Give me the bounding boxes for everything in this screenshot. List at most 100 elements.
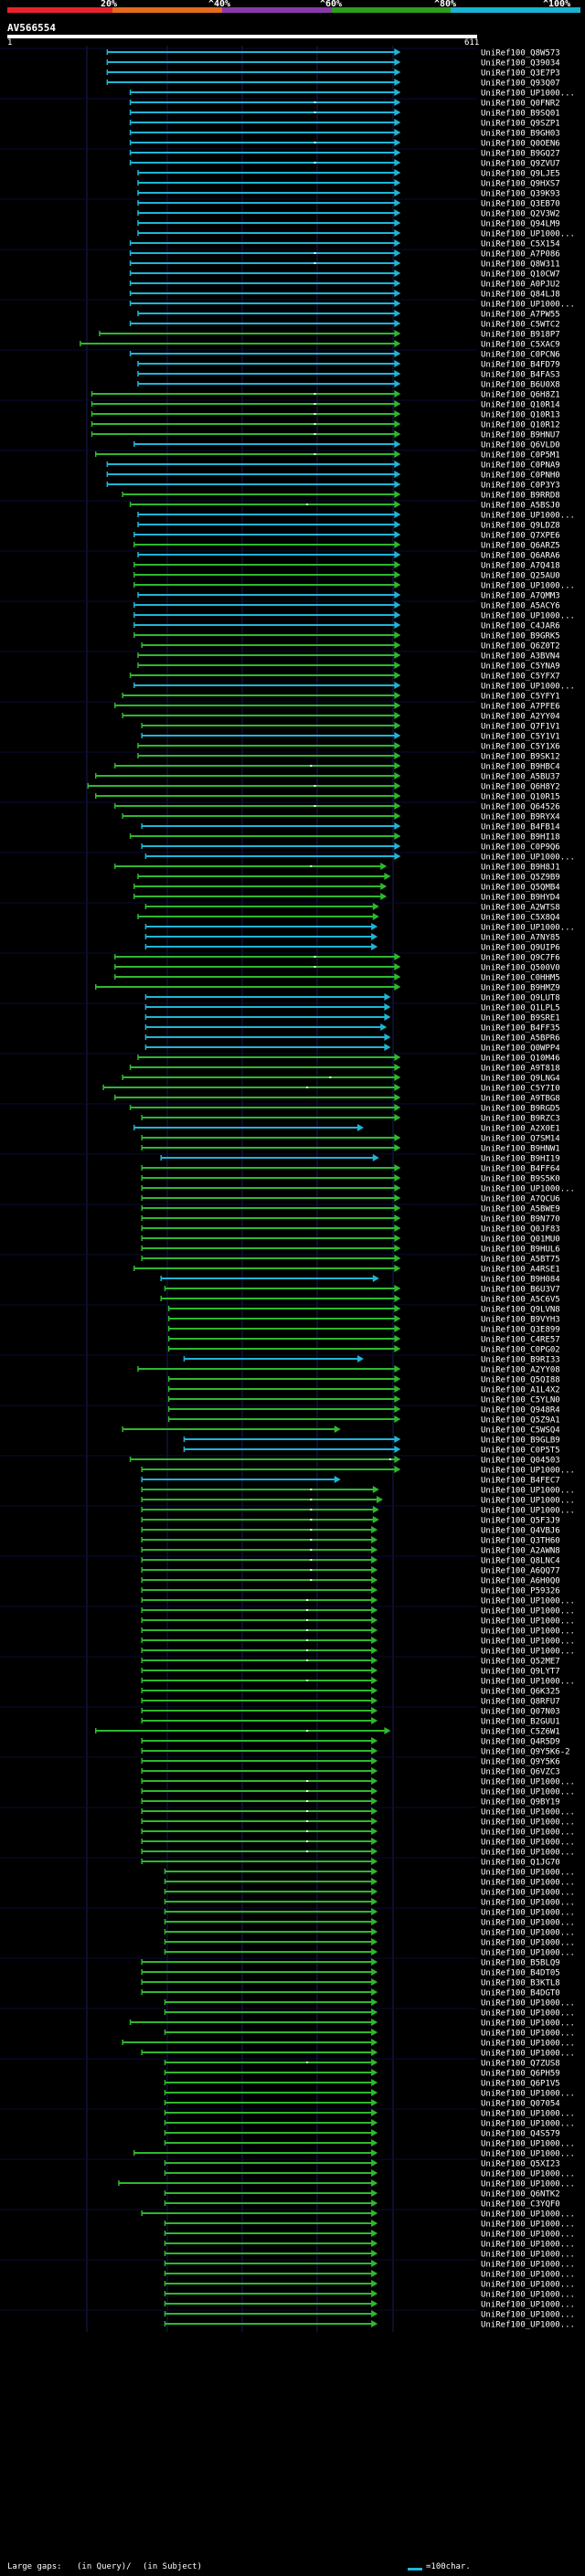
hit-row: UniRef100_Q9Y5K6 (141, 1757, 560, 1767)
gap-marker (314, 805, 316, 807)
hit-label: UniRef100_C0PNA9 (481, 461, 560, 471)
hit-end-arrow (372, 1154, 379, 1161)
hit-label: UniRef100_Q4VBJ6 (481, 1527, 560, 1536)
hit-row: UniRef100_UP1000... (141, 1677, 575, 1687)
hit-end-arrow (394, 531, 401, 538)
hit-end-arrow (371, 1908, 378, 1915)
hit-row: UniRef100_Q3E7P3 (106, 69, 560, 79)
hit-label: UniRef100_UP1000... (481, 2050, 575, 2059)
hit-row: UniRef100_B5BLQ9 (141, 1958, 560, 1968)
hit-end-arrow (394, 350, 401, 357)
hit-end-arrow (394, 1074, 401, 1081)
hit-label: UniRef100_Q0JF83 (481, 1225, 560, 1235)
hit-end-arrow (384, 1044, 391, 1051)
hit-end-arrow (371, 2200, 378, 2207)
hit-label: UniRef100_Q5Z9B9 (481, 874, 560, 883)
hit-row: UniRef100_A5BT75 (141, 1255, 560, 1265)
hit-row: UniRef100_Q1JG70 (141, 1858, 560, 1868)
hit-row: UniRef100_Q07054 (164, 2099, 560, 2109)
hit-end-arrow (371, 1848, 378, 1855)
hit-end-arrow (371, 1928, 378, 1935)
hit-label: UniRef100_UP1000... (481, 2030, 575, 2039)
hit-label: UniRef100_A2X0E1 (481, 1125, 560, 1134)
hit-label: UniRef100_UP1000... (481, 1788, 575, 1797)
hit-row: UniRef100_Q39K93 (137, 189, 560, 199)
hit-end-arrow (394, 48, 401, 56)
hit-end-arrow (394, 541, 401, 548)
hit-end-arrow (371, 1546, 378, 1553)
hit-label: UniRef100_UP1000... (481, 2281, 575, 2290)
hit-row: UniRef100_C5X154 (129, 239, 560, 249)
hit-label: UniRef100_C4JAR6 (481, 622, 560, 631)
hit-row: UniRef100_Q500V0 (114, 963, 560, 973)
hit-end-arrow (371, 1968, 378, 1976)
hit-label: UniRef100_Q9LVN8 (481, 1306, 560, 1315)
hit-end-arrow (371, 1737, 378, 1744)
hit-row: UniRef100_UP1000... (164, 2029, 575, 2039)
hit-end-arrow (371, 2290, 378, 2297)
hit-end-arrow (394, 973, 401, 981)
gap-marker (306, 1820, 309, 1822)
hit-row: UniRef100_B9SK12 (137, 752, 560, 762)
hit-row: UniRef100_C4JAR6 (133, 621, 560, 631)
ramp-segment-20 (7, 7, 112, 13)
hit-label: UniRef100_UP1000... (481, 2090, 575, 2099)
gap-marker (314, 785, 316, 787)
hit-row: UniRef100_UP1000... (141, 1627, 575, 1637)
hit-row: UniRef100_Q6H8Y2 (87, 782, 560, 792)
hit-end-arrow (394, 812, 401, 820)
hit-label: UniRef100_UP1000... (481, 1808, 575, 1818)
hit-label: UniRef100_UP1000... (481, 2009, 575, 2019)
hit-row: UniRef100_Q10R13 (90, 410, 560, 420)
hit-end-arrow (371, 1717, 378, 1724)
hit-end-arrow (380, 1023, 388, 1031)
hit-end-arrow (394, 752, 401, 759)
hit-row: UniRef100_Q6PH59 (164, 2069, 560, 2079)
hit-row: UniRef100_Q64526 (114, 802, 560, 812)
hit-end-arrow (371, 2280, 378, 2287)
hit-row: UniRef100_C5XAC9 (80, 340, 560, 350)
hit-label: UniRef100_Q2V3W2 (481, 210, 560, 219)
hit-row: UniRef100_Q9LUT8 (144, 993, 560, 1003)
hit-label: UniRef100_Q39034 (481, 59, 560, 69)
hit-row: UniRef100_Q01MU0 (141, 1235, 560, 1245)
hit-end-arrow (394, 1104, 401, 1111)
hit-label: UniRef100_Q8W311 (481, 260, 560, 270)
hit-end-arrow (380, 883, 388, 890)
hit-label: UniRef100_Q10M46 (481, 1055, 560, 1064)
hit-row: UniRef100_B9H084 (160, 1275, 560, 1285)
hit-label: UniRef100_A5ACY6 (481, 602, 560, 611)
hit-end-arrow (394, 832, 401, 840)
hit-end-arrow (394, 451, 401, 458)
hit-row: UniRef100_A5BSJ0 (129, 501, 560, 511)
hit-row: UniRef100_B4FF64 (141, 1164, 560, 1174)
hit-row: UniRef100_UP1000... (164, 2260, 575, 2270)
hit-row: UniRef100_C5X8Q4 (137, 913, 560, 923)
hit-end-arrow (371, 1576, 378, 1584)
hit-row: UniRef100_UP1000... (164, 2320, 575, 2330)
hit-end-arrow (394, 199, 401, 207)
hit-label: UniRef100_B4FAS3 (481, 371, 560, 380)
gap-marker (306, 504, 309, 505)
hit-end-arrow (394, 1456, 401, 1463)
hit-label: UniRef100_Q6ARA6 (481, 552, 560, 561)
hit-label: UniRef100_UP1000... (481, 1507, 575, 1516)
hit-end-arrow (371, 1596, 378, 1604)
hit-end-arrow (371, 2019, 378, 2026)
hit-end-arrow (371, 1637, 378, 1644)
hit-row: UniRef100_Q9Y5K6-2 (141, 1747, 570, 1757)
hit-label: UniRef100_Q0OEN6 (481, 140, 560, 149)
gap-marker (306, 1810, 309, 1812)
hit-label: UniRef100_Q5QMB4 (481, 884, 560, 893)
hit-label: UniRef100_Q8RFU7 (481, 1698, 560, 1707)
hit-label: UniRef100_B9HYD4 (481, 894, 560, 903)
hit-row: UniRef100_UP1000... (129, 300, 575, 310)
gap-marker (314, 433, 316, 435)
hit-label: UniRef100_Q5F3J9 (481, 1517, 560, 1526)
hit-row: UniRef100_C5Z6W1 (94, 1727, 560, 1737)
hit-end-arrow (394, 1114, 401, 1121)
hit-end-arrow (371, 1526, 378, 1533)
hit-end-arrow (394, 340, 401, 347)
hit-row: UniRef100_UP1000... (141, 1606, 575, 1617)
query-end: 611 (464, 38, 480, 48)
